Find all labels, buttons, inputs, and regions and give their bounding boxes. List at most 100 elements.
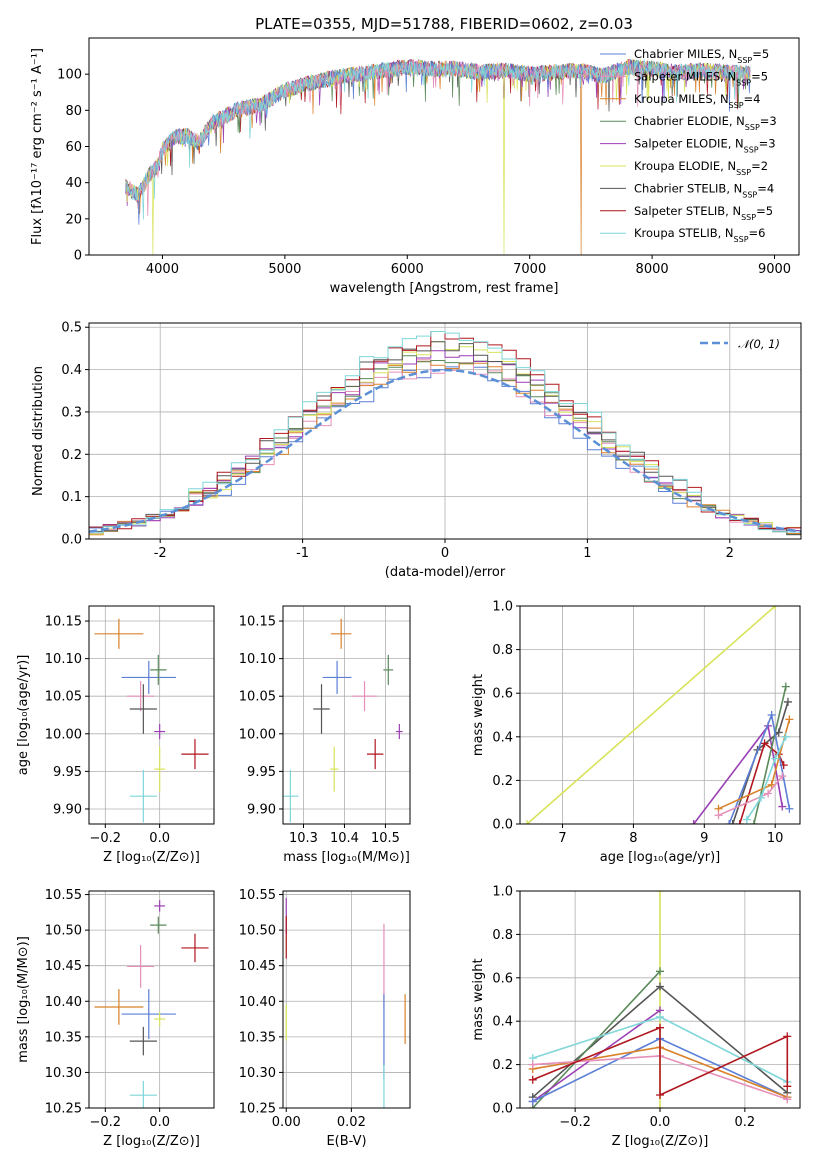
- legend-subscript: SSP: [744, 145, 759, 154]
- legend-entry: Salpeter ELODIE, NSSP=3: [634, 137, 776, 155]
- residual-histogram: [89, 331, 801, 530]
- y-tick-label: 0.0: [492, 818, 513, 833]
- plot-area: [523, 606, 794, 824]
- legend-entry: Kroupa STELIB, NSSP=6: [634, 226, 765, 244]
- x-tick-label: 0.0: [149, 1115, 170, 1130]
- weight-marker: [764, 789, 773, 798]
- y-tick-label: 9.90: [247, 802, 276, 817]
- age-vs-metallicity-panel: −0.2 0.0 9.90 9.95 10.00 10.05 10.10 10.15 Z [lo…: [16, 605, 215, 865]
- y-tick-label: 9.95: [53, 765, 82, 780]
- x-tick-label: 9: [700, 831, 708, 846]
- legend-subscript: SSP: [742, 190, 757, 199]
- y-tick-label: 10.15: [239, 615, 276, 630]
- y-tick-label: 10.50: [239, 924, 276, 939]
- weight-marker: [656, 891, 664, 895]
- y-tick-label: 0.8: [492, 643, 513, 658]
- residual-histogram: [89, 341, 801, 536]
- weight-marker: [781, 682, 790, 691]
- x-tick-label: −0.2: [90, 831, 122, 846]
- legend-tail: =4: [744, 92, 761, 106]
- legend-entry: 𝒩(0, 1): [738, 337, 780, 351]
- axes-frame: [88, 322, 802, 540]
- plot-area: [89, 331, 801, 536]
- x-axis-label: Z [log₁₀(Z/Z⊙)]: [612, 1134, 709, 1149]
- weight-marker: [656, 967, 664, 976]
- x-tick-label: 6000: [391, 262, 424, 277]
- y-tick-label: 10.55: [45, 888, 82, 903]
- weight-marker: [742, 815, 751, 824]
- y-tick-label: 60: [65, 140, 82, 155]
- x-axis-label: age [log₁₀(age/yr)]: [600, 850, 721, 865]
- plot-area: [125, 58, 751, 255]
- y-tick-label: 100: [57, 68, 82, 83]
- plot-area: [94, 900, 209, 1108]
- weight-marker: [771, 606, 780, 610]
- y-tick-label: 10.30: [239, 1066, 276, 1081]
- y-tick-label: 0.2: [492, 774, 513, 789]
- weight-marker: [785, 804, 794, 813]
- y-tick-label: 10.05: [239, 690, 276, 705]
- y-tick-label: 0.6: [492, 687, 513, 702]
- y-tick-label: 1.0: [492, 600, 513, 615]
- y-tick-label: 10.00: [45, 727, 82, 742]
- gaussian-curve: [89, 368, 801, 533]
- spectrum-line: [125, 59, 751, 225]
- x-tick-label: −0.2: [559, 1115, 591, 1130]
- y-tick-label: 9.95: [247, 765, 276, 780]
- residuals-panel: -2 -1 0 1 2 0.0 0.1 0.2 0.3 0.4 0.5 (data-model)/er…: [31, 321, 802, 580]
- weight-marker: [714, 811, 723, 820]
- weight-marker: [778, 802, 787, 811]
- spectrum-line: [125, 58, 751, 217]
- y-tick-label: 0.4: [492, 1015, 513, 1030]
- weight-line: [532, 970, 661, 1108]
- weight-line: [746, 736, 787, 821]
- x-tick-label: 7000: [513, 262, 546, 277]
- axes-frame: [88, 605, 215, 825]
- legend-subscript: SSP: [737, 56, 752, 65]
- mass-vs-ebv-panel: 0.00 0.02 10.25 10.30 10.35 10.40 10.45 10.50 10…: [239, 888, 411, 1149]
- x-tick-label: -1: [296, 546, 309, 561]
- x-axis-label: Z [log₁₀(Z/Z⊙)]: [103, 1134, 200, 1149]
- y-tick-label: 10.25: [45, 1102, 82, 1117]
- legend-tail: =3: [759, 137, 776, 151]
- residual-histogram: [89, 331, 801, 533]
- axes-frame: [88, 37, 800, 256]
- x-tick-label: 5000: [268, 262, 301, 277]
- weight-marker: [757, 793, 766, 802]
- x-tick-label: 0.02: [337, 1115, 366, 1130]
- weight-marker: [774, 728, 783, 737]
- y-tick-label: 0.1: [61, 490, 82, 505]
- y-tick-label: 10.00: [239, 727, 276, 742]
- x-axis-label: wavelength [Angstrom, rest frame]: [330, 281, 559, 296]
- y-tick-label: 0.2: [492, 1058, 513, 1073]
- weight-marker: [656, 1023, 664, 1032]
- weight-marker: [528, 1075, 537, 1084]
- y-axis-label: mass weight: [471, 958, 486, 1040]
- weight-marker: [689, 820, 698, 824]
- x-tick-label: 0.0: [149, 831, 170, 846]
- x-tick-label: 10.5: [371, 831, 400, 846]
- plot-area: [285, 898, 406, 1108]
- x-tick-label: 8: [629, 831, 637, 846]
- y-tick-label: 10.40: [45, 995, 82, 1010]
- spectrum-panel: 4000 5000 6000 7000 8000 9000 0 20 40 60 80 100 wave…: [30, 37, 800, 296]
- y-tick-label: 10.35: [239, 1030, 276, 1045]
- legend-tail: =5: [756, 204, 773, 218]
- y-axis-label: Normed distribution: [31, 366, 46, 496]
- y-tick-label: 20: [65, 212, 82, 227]
- y-tick-label: 10.25: [239, 1102, 276, 1117]
- axes-frame: [519, 605, 801, 825]
- legend-entry: Chabrier ELODIE, NSSP=3: [634, 114, 777, 132]
- legend-entry: Chabrier STELIB, NSSP=4: [634, 181, 774, 199]
- x-tick-label: 10.4: [330, 831, 359, 846]
- weight-marker: [749, 820, 758, 824]
- x-tick-label: 7: [558, 831, 566, 846]
- x-tick-label: 2: [726, 546, 734, 561]
- legend-subscript: SSP: [745, 123, 760, 132]
- weight-line: [731, 701, 789, 824]
- y-tick-label: 10.10: [239, 652, 276, 667]
- x-tick-label: -2: [154, 546, 167, 561]
- y-axis-label: age [log₁₀(age/yr)]: [16, 655, 31, 776]
- y-tick-label: 10.05: [45, 690, 82, 705]
- plot-area: [283, 618, 403, 823]
